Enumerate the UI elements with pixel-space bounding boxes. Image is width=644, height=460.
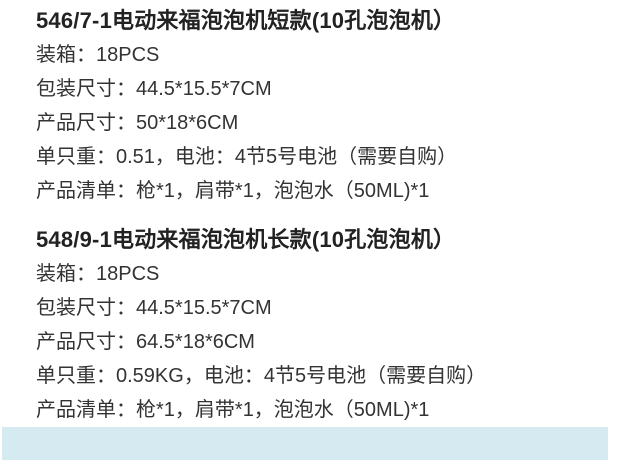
highlight-bar [2, 427, 608, 460]
spec-line-carton-qty: 装箱：18PCS [36, 44, 160, 66]
product-block-546: 546/7-1电动来福泡泡机短款(10孔泡泡机） 装箱：18PCS 包装尺寸：4… [36, 4, 644, 208]
spec-line-product-size: 产品尺寸：64.5*18*6CM [36, 331, 255, 353]
spec-line-product-size: 产品尺寸：50*18*6CM [36, 112, 239, 134]
product-title: 548/9-1电动来福泡泡机长款(10孔泡泡机） [36, 227, 456, 252]
spec-line-carton-qty: 装箱：18PCS [36, 263, 160, 285]
spec-line-weight-battery: 单只重：0.51，电池：4节5号电池（需要自购） [36, 146, 458, 168]
spec-line-package-size: 包装尺寸：44.5*15.5*7CM [36, 78, 272, 100]
spec-line-contents: 产品清单：枪*1，肩带*1，泡泡水（50ML)*1 [36, 180, 430, 202]
product-title: 546/7-1电动来福泡泡机短款(10孔泡泡机） [36, 8, 456, 33]
product-spec-sheet: 546/7-1电动来福泡泡机短款(10孔泡泡机） 装箱：18PCS 包装尺寸：4… [36, 4, 644, 427]
spec-line-package-size: 包装尺寸：44.5*15.5*7CM [36, 297, 272, 319]
spec-line-weight-battery: 单只重：0.59KG，电池：4节5号电池（需要自购） [36, 365, 487, 387]
product-block-548: 548/9-1电动来福泡泡机长款(10孔泡泡机） 装箱：18PCS 包装尺寸：4… [36, 223, 644, 427]
spec-line-contents: 产品清单：枪*1，肩带*1，泡泡水（50ML)*1 [36, 399, 430, 421]
